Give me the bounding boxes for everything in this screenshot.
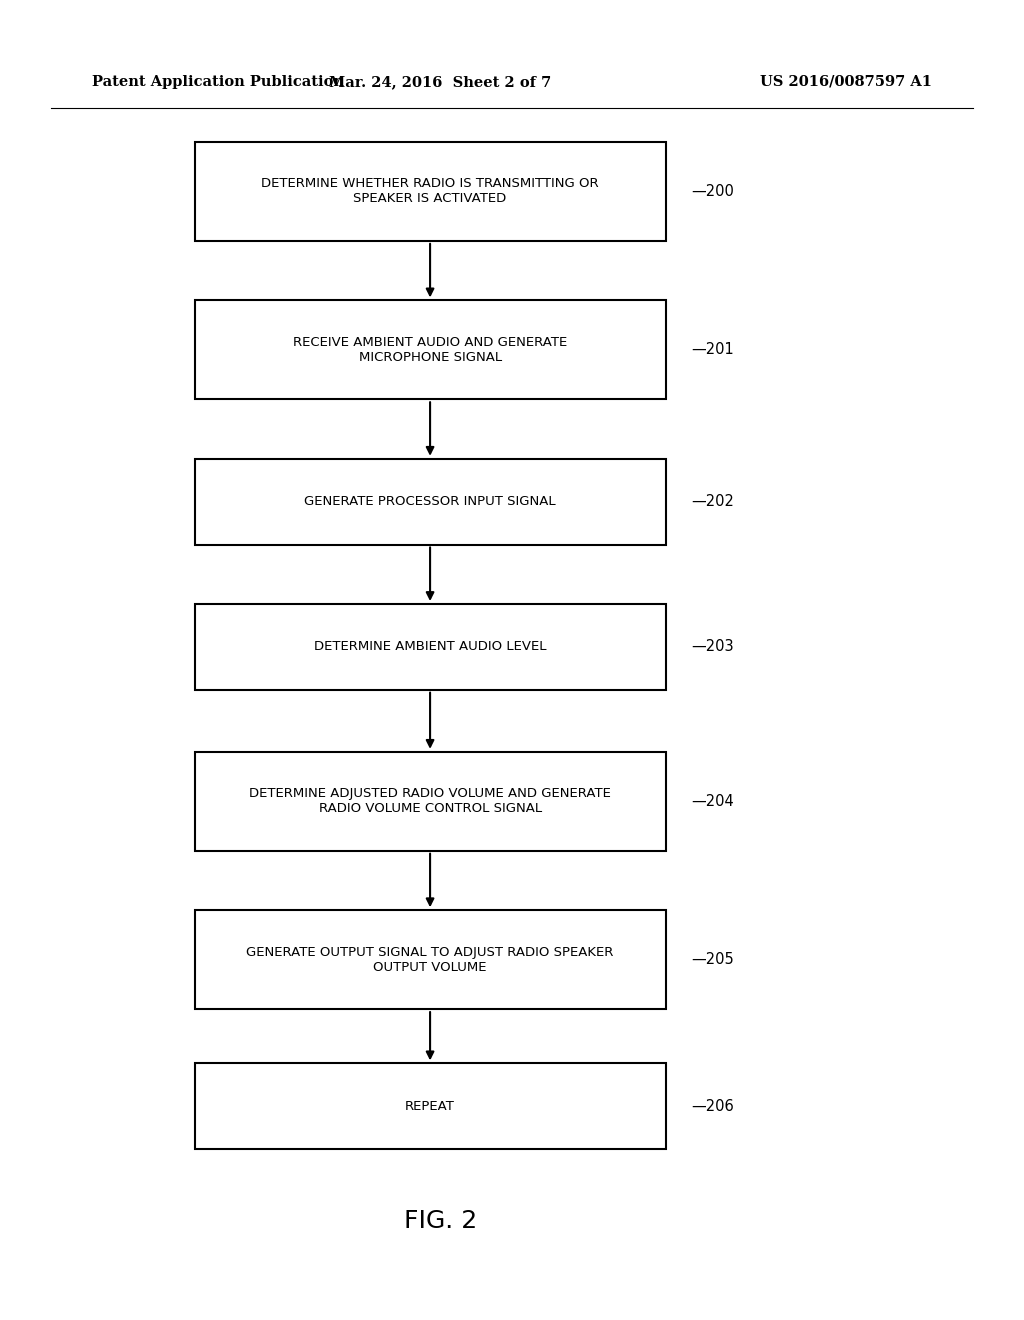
Text: FIG. 2: FIG. 2 <box>403 1209 477 1233</box>
Text: DETERMINE AMBIENT AUDIO LEVEL: DETERMINE AMBIENT AUDIO LEVEL <box>313 640 547 653</box>
FancyBboxPatch shape <box>195 911 666 1008</box>
Text: —206: —206 <box>691 1098 734 1114</box>
Text: GENERATE OUTPUT SIGNAL TO ADJUST RADIO SPEAKER
OUTPUT VOLUME: GENERATE OUTPUT SIGNAL TO ADJUST RADIO S… <box>247 945 613 974</box>
FancyBboxPatch shape <box>195 751 666 850</box>
Text: —200: —200 <box>691 183 734 199</box>
Text: Patent Application Publication: Patent Application Publication <box>92 75 344 88</box>
Text: —205: —205 <box>691 952 734 968</box>
FancyBboxPatch shape <box>195 143 666 242</box>
Text: —201: —201 <box>691 342 734 358</box>
Text: DETERMINE WHETHER RADIO IS TRANSMITTING OR
SPEAKER IS ACTIVATED: DETERMINE WHETHER RADIO IS TRANSMITTING … <box>261 177 599 206</box>
FancyBboxPatch shape <box>195 458 666 544</box>
FancyBboxPatch shape <box>195 301 666 399</box>
FancyBboxPatch shape <box>195 605 666 689</box>
Text: —202: —202 <box>691 494 734 510</box>
Text: DETERMINE ADJUSTED RADIO VOLUME AND GENERATE
RADIO VOLUME CONTROL SIGNAL: DETERMINE ADJUSTED RADIO VOLUME AND GENE… <box>249 787 611 816</box>
Text: GENERATE PROCESSOR INPUT SIGNAL: GENERATE PROCESSOR INPUT SIGNAL <box>304 495 556 508</box>
FancyBboxPatch shape <box>195 1064 666 1148</box>
Text: RECEIVE AMBIENT AUDIO AND GENERATE
MICROPHONE SIGNAL: RECEIVE AMBIENT AUDIO AND GENERATE MICRO… <box>293 335 567 364</box>
Text: Mar. 24, 2016  Sheet 2 of 7: Mar. 24, 2016 Sheet 2 of 7 <box>329 75 552 88</box>
Text: REPEAT: REPEAT <box>406 1100 455 1113</box>
Text: US 2016/0087597 A1: US 2016/0087597 A1 <box>760 75 932 88</box>
Text: —204: —204 <box>691 793 734 809</box>
Text: —203: —203 <box>691 639 734 655</box>
